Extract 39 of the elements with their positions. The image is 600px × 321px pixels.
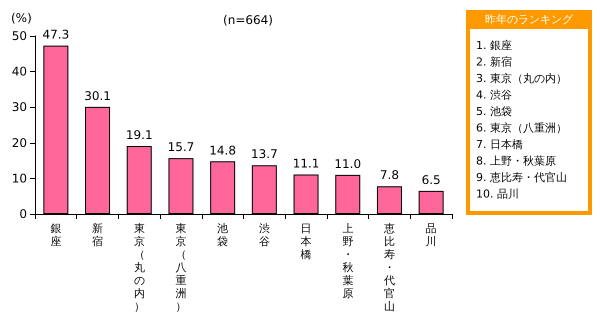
text: 1. 銀座 xyxy=(476,39,512,52)
x-tick-label: 銀座 xyxy=(50,222,62,248)
x-tick-label: 東京（丸の内） xyxy=(134,222,145,313)
data-label: 11.0 xyxy=(334,156,362,171)
data-label: 7.8 xyxy=(380,168,399,182)
text: 5. 池袋 xyxy=(476,105,512,118)
data-label: 19.1 xyxy=(126,128,153,142)
x-tick-label: 日本橋 xyxy=(300,222,312,261)
x-tick-label: 上野・秋葉原 xyxy=(342,222,354,300)
chart-subtitle: (n=664) xyxy=(223,13,273,27)
data-label: 47.3 xyxy=(42,28,70,42)
data-label: 14.8 xyxy=(209,143,236,158)
y-tick-label: 50 xyxy=(12,29,27,43)
text: 7. 日本橋 xyxy=(476,138,523,151)
data-label: 11.1 xyxy=(292,156,320,170)
x-tick-label: 池袋 xyxy=(217,222,228,248)
x-tick-label: 品川 xyxy=(426,222,437,248)
x-tick-label: 恵比寿・代官山 xyxy=(382,222,395,313)
y-tick-label: 20 xyxy=(12,136,27,150)
data-label: 13.7 xyxy=(250,147,278,162)
y-tick-label: 30 xyxy=(12,100,27,114)
y-tick-label: 40 xyxy=(12,64,27,79)
x-tick-label: 東京（八重洲） xyxy=(175,222,186,313)
text: 6. 東京（八重洲） xyxy=(476,122,567,134)
text: 10. 品川 xyxy=(476,188,519,200)
data-label: 6.5 xyxy=(422,172,441,187)
x-tick-label: 新宿 xyxy=(92,222,104,248)
text: 昨年のランキング xyxy=(485,13,574,26)
x-tick-label: 渋谷 xyxy=(258,222,270,248)
text: 8. 上野・秋葉原 xyxy=(476,154,556,168)
text: 4. 渋谷 xyxy=(476,88,512,102)
y-axis-title: (%) xyxy=(11,11,32,25)
data-label: 15.7 xyxy=(168,140,194,154)
text: 3. 東京（丸の内） xyxy=(476,72,567,85)
text: 9. 恵比寿・代官山 xyxy=(476,171,567,184)
text: 2. 新宿 xyxy=(476,56,512,68)
data-label: 30.1 xyxy=(84,88,111,103)
y-tick-label: 10 xyxy=(12,171,27,186)
y-tick-label: 0 xyxy=(19,207,27,221)
